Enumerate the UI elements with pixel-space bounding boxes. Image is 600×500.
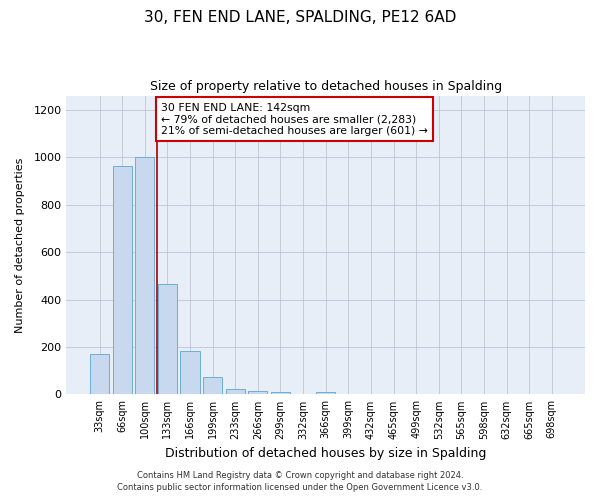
Bar bbox=[113, 166, 132, 394]
Title: Size of property relative to detached houses in Spalding: Size of property relative to detached ho… bbox=[149, 80, 502, 93]
Bar bbox=[248, 391, 268, 394]
Bar bbox=[135, 157, 154, 394]
Bar bbox=[158, 284, 177, 395]
Bar bbox=[90, 354, 109, 395]
Text: 30, FEN END LANE, SPALDING, PE12 6AD: 30, FEN END LANE, SPALDING, PE12 6AD bbox=[144, 10, 456, 25]
Y-axis label: Number of detached properties: Number of detached properties bbox=[15, 158, 25, 332]
Bar bbox=[203, 376, 222, 394]
Text: Contains HM Land Registry data © Crown copyright and database right 2024.
Contai: Contains HM Land Registry data © Crown c… bbox=[118, 471, 482, 492]
Text: 30 FEN END LANE: 142sqm
← 79% of detached houses are smaller (2,283)
21% of semi: 30 FEN END LANE: 142sqm ← 79% of detache… bbox=[161, 102, 428, 136]
Bar bbox=[271, 392, 290, 394]
Bar bbox=[181, 350, 200, 395]
Bar bbox=[226, 388, 245, 394]
X-axis label: Distribution of detached houses by size in Spalding: Distribution of detached houses by size … bbox=[165, 447, 487, 460]
Bar bbox=[316, 392, 335, 394]
